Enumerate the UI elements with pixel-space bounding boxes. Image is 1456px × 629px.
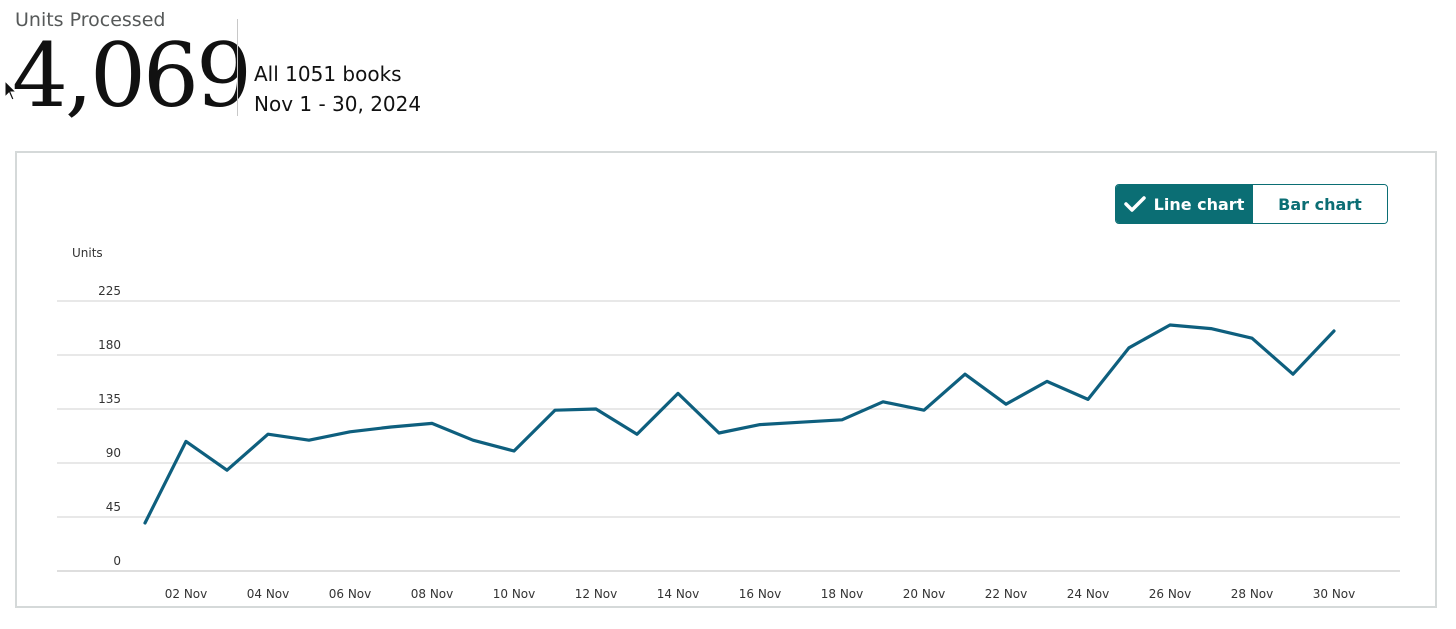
- y-axis-ticks: 0 45 90 135 180 225: [98, 284, 121, 568]
- x-tick-label: 14 Nov: [657, 587, 700, 601]
- bar-chart-label: Bar chart: [1278, 194, 1362, 214]
- x-tick-label: 24 Nov: [1067, 587, 1110, 601]
- chart-panel: Line chart Bar chart 0 45 90 135 180 225 02 N…: [15, 151, 1437, 608]
- x-tick-label: 16 Nov: [739, 587, 782, 601]
- data-point: [717, 431, 721, 435]
- x-tick-label: 20 Nov: [903, 587, 946, 601]
- series-layer: [143, 323, 1336, 525]
- data-point: [963, 373, 967, 376]
- line-chart: 0 45 90 135 180 225 02 Nov 04 Nov 06 Nov 08 Nov 1…: [57, 246, 1400, 601]
- x-tick-label: 28 Nov: [1231, 587, 1274, 601]
- series-line: [143, 323, 1336, 525]
- data-point: [1127, 346, 1131, 349]
- x-axis-ticks: 02 Nov 04 Nov 06 Nov 08 Nov 10 Nov 12 Nov 14 N…: [165, 587, 1356, 601]
- data-point: [1086, 398, 1090, 401]
- data-point: [1291, 373, 1295, 376]
- y-tick-label: 45: [106, 500, 121, 514]
- x-tick-label: 08 Nov: [411, 587, 454, 601]
- data-point: [594, 407, 598, 411]
- y-axis-title: Units: [72, 246, 103, 260]
- date-range: Nov 1 - 30, 2024: [254, 92, 422, 116]
- y-tick-label: 0: [113, 554, 121, 568]
- data-point: [758, 423, 762, 426]
- x-tick-label: 26 Nov: [1149, 587, 1192, 601]
- data-point: [881, 400, 885, 403]
- book-scope: All 1051 books: [254, 62, 402, 86]
- chart-type-toggle: Line chart Bar chart: [1115, 184, 1388, 224]
- y-tick-label: 180: [98, 338, 121, 352]
- data-point: [1045, 380, 1049, 383]
- line-chart-label: Line chart: [1153, 194, 1245, 214]
- x-tick-label: 22 Nov: [985, 587, 1028, 601]
- data-point: [471, 439, 475, 442]
- data-point: [307, 439, 311, 442]
- metric-label: Units Processed: [15, 9, 166, 31]
- data-point: [840, 418, 844, 421]
- data-point: [1209, 327, 1213, 330]
- summary-header: Units Processed 4,069 All 1051 books Nov…: [0, 0, 1456, 140]
- data-point: [635, 433, 639, 436]
- data-point: [430, 422, 434, 425]
- data-point: [1004, 403, 1008, 406]
- y-tick-label: 225: [98, 284, 121, 298]
- x-tick-label: 06 Nov: [329, 587, 372, 601]
- metric-value: 4,069: [12, 24, 252, 127]
- y-tick-label: 90: [106, 446, 121, 460]
- check-icon: [1123, 196, 1146, 212]
- y-tick-label: 135: [98, 392, 121, 406]
- line-chart-button[interactable]: Line chart: [1116, 185, 1252, 223]
- bar-chart-button[interactable]: Bar chart: [1252, 185, 1387, 223]
- data-point: [143, 521, 147, 525]
- x-tick-label: 02 Nov: [165, 587, 208, 601]
- data-point: [348, 430, 352, 433]
- x-tick-label: 30 Nov: [1313, 587, 1356, 601]
- x-tick-label: 10 Nov: [493, 587, 536, 601]
- mouse-cursor-icon: [4, 80, 18, 101]
- data-point: [184, 440, 188, 443]
- data-point: [553, 409, 557, 412]
- data-point: [1168, 323, 1172, 327]
- header-divider: [237, 19, 238, 116]
- data-point: [922, 409, 926, 412]
- data-point: [1250, 337, 1254, 340]
- data-point: [266, 433, 270, 436]
- x-tick-label: 12 Nov: [575, 587, 618, 601]
- data-point: [512, 449, 516, 453]
- x-tick-label: 04 Nov: [247, 587, 290, 601]
- data-point: [1332, 329, 1336, 333]
- x-tick-label: 18 Nov: [821, 587, 864, 601]
- data-point: [225, 469, 229, 472]
- data-point: [799, 421, 803, 424]
- data-point: [676, 392, 680, 395]
- grid-layer: [57, 300, 1400, 572]
- data-point: [389, 425, 393, 429]
